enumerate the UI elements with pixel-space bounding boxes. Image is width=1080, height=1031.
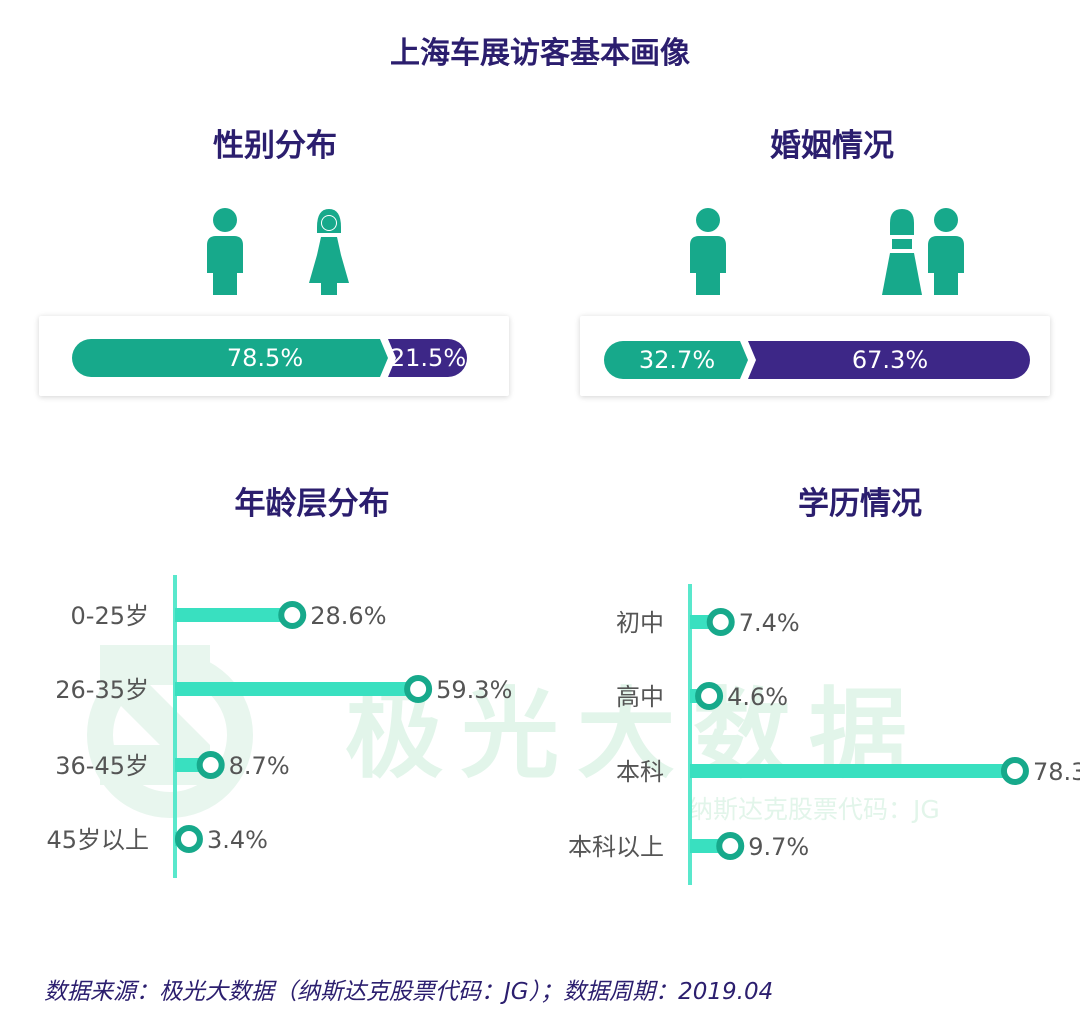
female-person-icon [309, 209, 349, 295]
gender-section-title: 性别分布 [213, 128, 337, 164]
married-bar-segment [748, 341, 1030, 379]
category-label: 45岁以上 [46, 826, 149, 854]
bar-end-marker [196, 751, 225, 779]
married-percent-label: 67.3% [851, 346, 929, 374]
page-title: 上海车展访客基本画像 [390, 36, 690, 71]
bar-end-marker [1000, 757, 1029, 785]
age-section-title: 年龄层分布 [234, 486, 390, 522]
category-label: 26-35岁 [55, 676, 149, 704]
value-label: 3.4% [207, 826, 268, 854]
bar-end-marker [174, 825, 203, 853]
male-bar-segment [72, 339, 388, 377]
education-lollipop-chart: 初中 7.4% 高中 4.6% 本科 78.3% 本科以上 9.7% [568, 584, 1080, 885]
bar-stem [175, 682, 419, 696]
category-label: 36-45岁 [55, 752, 149, 780]
age-lollipop-chart: 0-25岁 28.6% 26-35岁 59.3% 36-45岁 8.7% 45岁以上 3.4% [46, 575, 512, 878]
female-percent-label: 21.5% [389, 344, 467, 372]
value-label: 4.6% [727, 683, 788, 711]
education-section-title: 学历情况 [798, 486, 922, 522]
value-label: 7.4% [739, 609, 800, 637]
category-label: 初中 [616, 609, 664, 637]
female-bar-segment [388, 339, 467, 377]
bar-stem [690, 764, 1015, 778]
male-percent-label: 78.5% [226, 344, 304, 372]
value-label: 9.7% [748, 833, 809, 861]
watermark-subtext: 纳斯达克股票代码：JG [688, 795, 940, 824]
marriage-section-title: 婚姻情况 [770, 128, 894, 164]
watermark-logo-icon [87, 645, 253, 818]
bar-end-marker [278, 601, 307, 629]
bar-end-marker [706, 608, 735, 636]
single-percent-label: 32.7% [638, 346, 716, 374]
value-label: 8.7% [229, 752, 290, 780]
bar-stem [175, 608, 293, 622]
value-label: 28.6% [310, 602, 386, 630]
category-label: 本科以上 [568, 833, 664, 861]
married-couple-icon [882, 208, 964, 295]
bar-end-marker [716, 832, 745, 860]
value-label: 78.3% [1033, 758, 1080, 786]
male-person-icon [207, 208, 243, 295]
category-label: 0-25岁 [71, 602, 149, 630]
category-label: 本科 [616, 758, 664, 786]
category-label: 高中 [616, 683, 664, 711]
gender-stacked-bar [72, 339, 467, 377]
single-person-icon [690, 208, 726, 295]
value-label: 59.3% [436, 676, 512, 704]
bar-end-marker [695, 682, 724, 710]
bar-end-marker [404, 675, 433, 703]
single-bar-segment [604, 341, 748, 379]
marriage-stacked-bar [604, 341, 1030, 379]
footer-source: 数据来源：极光大数据（纳斯达克股票代码：JG）；数据周期：2019.04 [44, 979, 774, 1005]
